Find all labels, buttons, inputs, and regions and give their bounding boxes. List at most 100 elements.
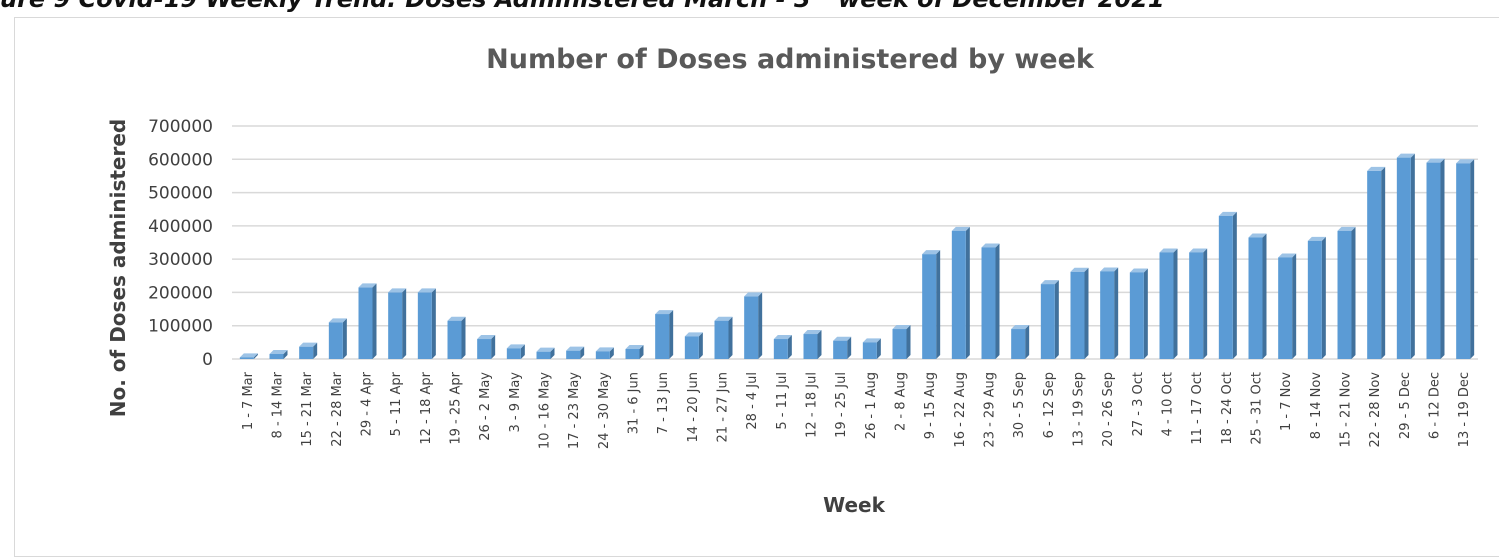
y-tick-label: 400000 xyxy=(148,217,213,237)
x-tick-label: 6 - 12 Sep xyxy=(1042,372,1057,438)
bar-side xyxy=(550,347,555,359)
bar xyxy=(506,344,525,359)
bar-top xyxy=(1070,267,1089,272)
bar-top xyxy=(239,353,258,358)
bar-front xyxy=(744,296,759,359)
bar-side xyxy=(728,316,733,359)
x-tick-label: 4 - 10 Oct xyxy=(1161,372,1176,436)
bar xyxy=(269,350,288,359)
bar-front xyxy=(655,314,670,359)
x-tick-label: 22 - 28 Nov xyxy=(1368,372,1383,448)
bar-side xyxy=(1470,159,1475,359)
bar-side xyxy=(787,335,792,359)
x-tick-label: 8 - 14 Mar xyxy=(271,371,286,438)
bar-front xyxy=(951,230,966,359)
bar-front xyxy=(1070,271,1085,359)
bar xyxy=(358,283,377,359)
bar-top xyxy=(1011,325,1030,330)
x-tick-label: 28 - 4 Jul xyxy=(745,372,760,430)
bar-side xyxy=(1173,248,1178,359)
bar-top xyxy=(1367,166,1386,171)
bar xyxy=(536,347,555,359)
x-tick-label: 26 - 2 May xyxy=(478,372,493,441)
bar-top xyxy=(1307,236,1326,241)
bar xyxy=(625,345,644,359)
bar-side xyxy=(1232,211,1237,359)
bar-top xyxy=(922,250,941,255)
bar xyxy=(684,332,703,359)
bar-top xyxy=(1278,253,1297,258)
bar-front xyxy=(833,340,848,359)
bar xyxy=(1100,267,1119,359)
bar-front xyxy=(1011,329,1026,359)
x-tick-label: 18 - 24 Oct xyxy=(1220,372,1235,445)
bar-side xyxy=(1321,236,1326,359)
y-tick-label: 0 xyxy=(202,350,213,370)
bar-top xyxy=(506,344,525,349)
x-tick-label: 10 - 16 May xyxy=(538,372,553,449)
bar-top xyxy=(655,310,674,315)
bar-front xyxy=(1159,252,1174,359)
bar-side xyxy=(758,292,763,359)
bar xyxy=(981,243,1000,359)
bar-top xyxy=(1456,159,1475,164)
bar-front xyxy=(328,322,343,359)
bar-front xyxy=(1456,163,1471,359)
y-tick-label: 200000 xyxy=(148,283,213,303)
x-tick-labels: 1 - 7 Mar 8 - 14 Mar 15 - 21 Mar 22 - 28 Ma… xyxy=(241,371,1472,449)
bar-top xyxy=(951,226,970,231)
bar-front xyxy=(447,320,462,359)
bar-front xyxy=(1218,215,1233,359)
bar xyxy=(1159,248,1178,359)
bar xyxy=(447,316,466,359)
bar-side xyxy=(1025,325,1030,359)
bar-front xyxy=(506,348,521,359)
bar-side xyxy=(1440,158,1445,359)
chart-title: Number of Doses administered by week xyxy=(486,44,1095,75)
x-tick-label: 13 - 19 Sep xyxy=(1072,372,1087,447)
x-tick-label: 5 - 11 Jul xyxy=(775,372,790,430)
bar-top xyxy=(1248,233,1267,238)
bar xyxy=(1278,253,1297,359)
bar-side xyxy=(876,338,881,359)
x-axis-title: Week xyxy=(823,493,885,517)
x-tick-label: 30 - 5 Sep xyxy=(1012,372,1027,438)
bar-top xyxy=(536,347,555,352)
bar-side xyxy=(283,350,288,359)
figure-caption: ure 9 Covid-19 Weekly Trend: Doses Admin… xyxy=(0,0,1499,14)
x-tick-label: 27 - 3 Oct xyxy=(1131,372,1146,436)
bar xyxy=(773,335,792,359)
bar-front xyxy=(862,342,877,359)
x-tick-label: 6 - 12 Dec xyxy=(1428,372,1443,439)
bar-side xyxy=(609,347,614,359)
bar xyxy=(1456,159,1475,359)
x-tick-label: 3 - 9 May xyxy=(508,372,523,433)
bar-top xyxy=(417,288,436,293)
x-tick-label: 31 - 6 Jun xyxy=(627,372,642,434)
bar xyxy=(1367,166,1386,359)
bar-front xyxy=(388,292,403,359)
bar xyxy=(744,292,763,359)
bar xyxy=(1396,153,1415,359)
bar-top xyxy=(1040,280,1059,285)
y-tick-label: 500000 xyxy=(148,184,213,204)
bar-top xyxy=(625,345,644,350)
bar xyxy=(1426,158,1445,359)
bar-front xyxy=(1278,257,1293,359)
x-tick-label: 15 - 21 Mar xyxy=(300,371,315,446)
x-tick-label: 26 - 1 Aug xyxy=(864,372,879,439)
bar-side xyxy=(431,288,436,359)
bar xyxy=(1307,236,1326,359)
bar-front xyxy=(1189,252,1204,359)
x-tick-label: 17 - 23 May xyxy=(567,372,582,449)
x-tick-label: 23 - 29 Aug xyxy=(983,372,998,448)
bar-front xyxy=(1040,284,1055,359)
bar-side xyxy=(1351,226,1356,359)
bar-top xyxy=(269,350,288,355)
bar-front xyxy=(417,292,432,359)
bar-front xyxy=(1129,272,1144,359)
bar xyxy=(1040,280,1059,359)
bar-top xyxy=(744,292,763,297)
bar xyxy=(803,330,822,359)
bar-front xyxy=(714,320,729,359)
